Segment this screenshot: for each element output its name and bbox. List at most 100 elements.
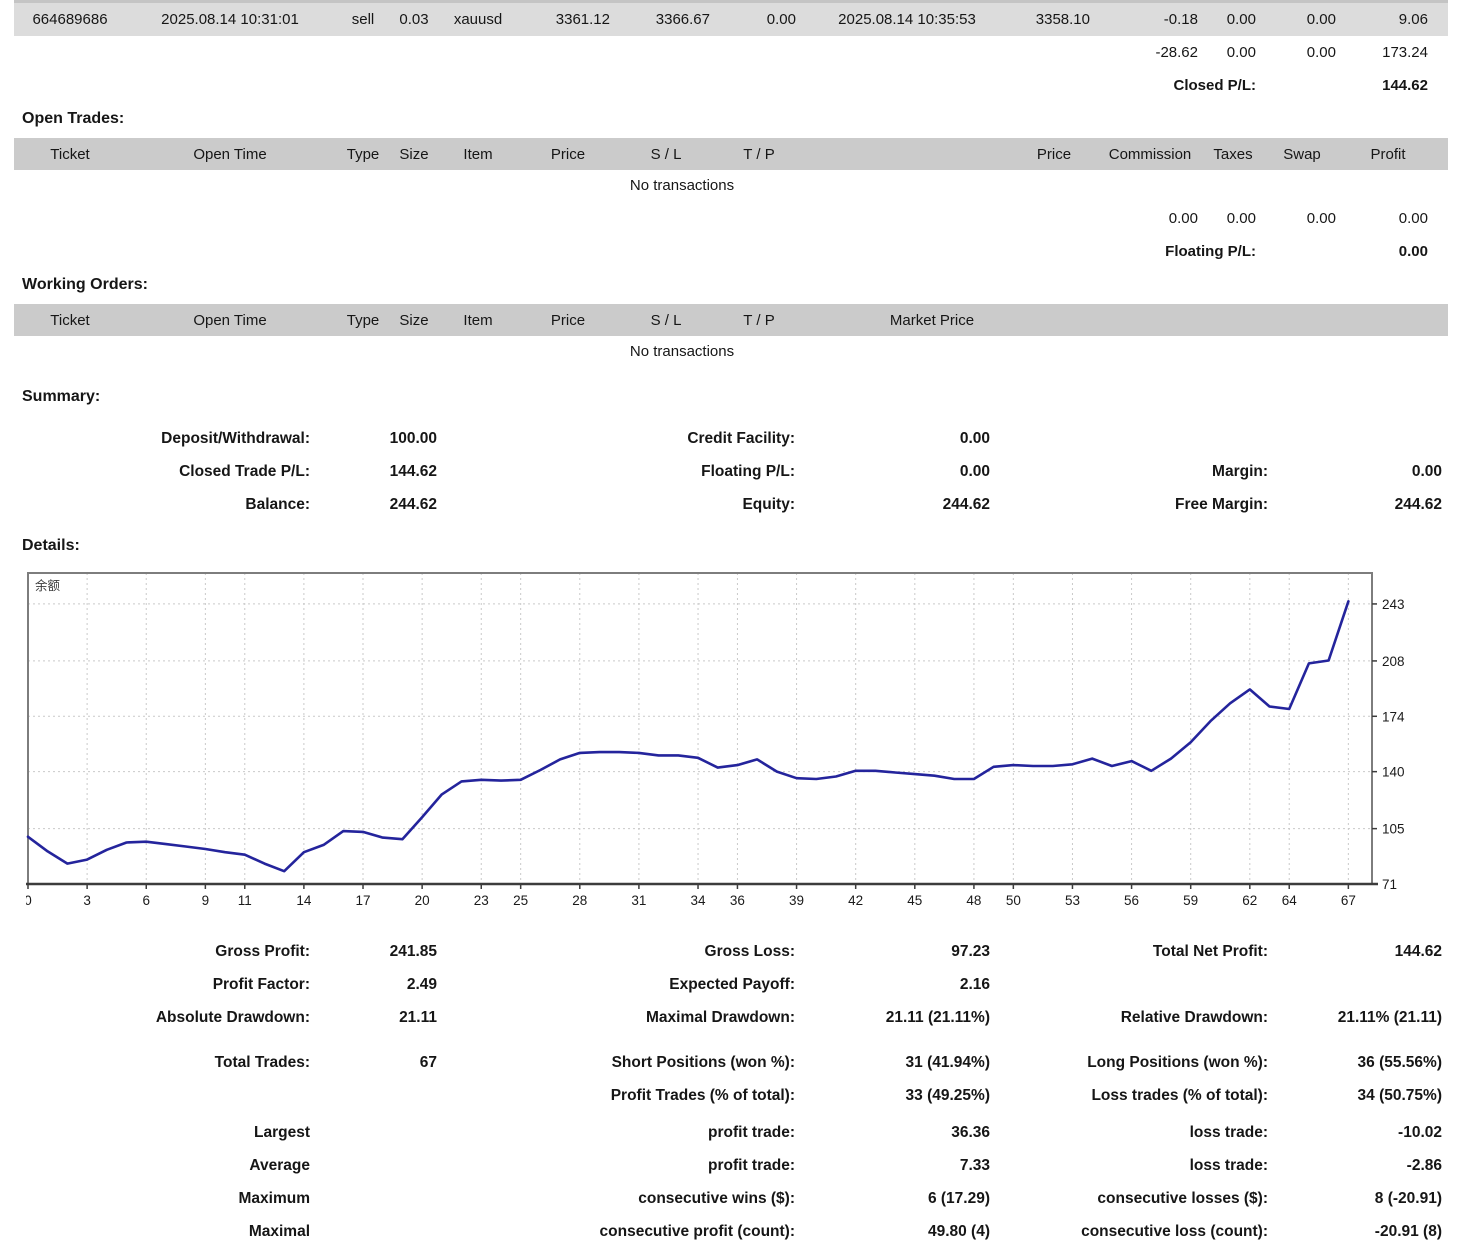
ticket-cell: 664689686 [32, 11, 108, 28]
label: Maximum [238, 1189, 311, 1207]
close-price-cell: 3358.10 [1035, 11, 1090, 28]
svg-text:11: 11 [238, 893, 252, 908]
svg-text:28: 28 [572, 893, 587, 908]
label: loss trade: [1189, 1123, 1268, 1141]
svg-text:50: 50 [1006, 893, 1021, 908]
svg-text:34: 34 [691, 893, 707, 908]
col-tp: T / P [743, 311, 775, 329]
closed-totals-row: -28.62 0.00 0.00 173.24 [14, 36, 1448, 69]
summary-row: Deposit/Withdrawal: 100.00 Credit Facili… [0, 422, 1442, 455]
label: Closed Trade P/L: [179, 462, 310, 480]
open-total-swap: 0.00 [1306, 210, 1336, 227]
summary-row: Balance: 244.62 Equity: 244.62 Free Marg… [0, 488, 1442, 521]
label: Floating P/L: [701, 462, 795, 480]
summary-row: Closed Trade P/L: 144.62 Floating P/L: 0… [0, 455, 1442, 488]
sl-cell: 3366.67 [655, 11, 710, 28]
label: Largest [254, 1123, 310, 1141]
svg-text:71: 71 [1382, 877, 1397, 892]
svg-text:25: 25 [513, 893, 528, 908]
svg-text:174: 174 [1382, 709, 1405, 724]
svg-text:23: 23 [474, 893, 489, 908]
value: 244.62 [942, 495, 990, 513]
stats-row: Total Trades: 67 Short Positions (won %)… [0, 1046, 1442, 1079]
stats-block-2: Total Trades: 67 Short Positions (won %)… [0, 1046, 1442, 1112]
label: Gross Loss: [704, 942, 795, 960]
value: 34 (50.75%) [1357, 1086, 1442, 1104]
label: Deposit/Withdrawal: [161, 429, 310, 447]
col-price: Price [550, 311, 586, 329]
stats-block-3: Largest profit trade: 36.36 loss trade: … [0, 1116, 1443, 1248]
svg-text:45: 45 [907, 893, 922, 908]
col-price: Price [550, 145, 586, 163]
working-orders-title: Working Orders: [22, 276, 148, 293]
summary-grid: Deposit/Withdrawal: 100.00 Credit Facili… [0, 422, 1442, 521]
col-swap: Swap [1283, 145, 1321, 163]
col-profit: Profit [1370, 145, 1406, 163]
open-trades-header-row: Ticket Open Time Type Size Item Price S … [14, 138, 1448, 170]
label: consecutive loss (count): [1081, 1222, 1268, 1240]
floating-pl-value: 0.00 [1398, 243, 1428, 260]
svg-text:3: 3 [83, 893, 91, 908]
item-cell: xauusd [453, 11, 503, 28]
closed-pl-label: Closed P/L: [1173, 77, 1256, 94]
col-taxes: Taxes [1213, 145, 1253, 163]
value: 100.00 [389, 429, 437, 447]
label: profit trade: [708, 1123, 795, 1141]
total-swap: 0.00 [1306, 44, 1336, 61]
label: Average [249, 1156, 310, 1174]
taxes-cell: 0.00 [1226, 11, 1256, 28]
open-total-taxes: 0.00 [1226, 210, 1256, 227]
open-total-profit: 0.00 [1398, 210, 1428, 227]
svg-text:31: 31 [631, 893, 646, 908]
value: 33 (49.25%) [905, 1086, 990, 1104]
value: -10.02 [1398, 1123, 1442, 1141]
svg-text:余额: 余额 [35, 578, 61, 593]
col-ticket: Ticket [50, 311, 90, 329]
balance-chart-svg: 0 3 6 9 11 14 17 20 23 25 28 31 34 36 39 42 45 48 50 53 56 59… [24, 572, 1405, 908]
label: Relative Drawdown: [1120, 1008, 1268, 1026]
label: consecutive wins ($): [638, 1189, 795, 1207]
open-total-commission: 0.00 [1168, 210, 1198, 227]
col-type: Type [346, 145, 380, 163]
svg-text:9: 9 [202, 893, 210, 908]
value: 97.23 [951, 942, 990, 960]
value: -20.91 (8) [1374, 1222, 1442, 1240]
col-open-time: Open Time [193, 145, 267, 163]
stats-block-1: Gross Profit: 241.85 Gross Loss: 97.23 T… [0, 935, 1442, 1034]
col-item: Item [463, 145, 493, 163]
svg-text:42: 42 [848, 893, 863, 908]
svg-text:53: 53 [1065, 893, 1080, 908]
stats-row: Average profit trade: 7.33 loss trade: -… [0, 1149, 1442, 1182]
label: Profit Factor: [212, 975, 310, 993]
col-size: Size [399, 145, 429, 163]
svg-text:39: 39 [789, 893, 804, 908]
closed-pl-value: 144.62 [1382, 77, 1428, 94]
svg-text:36: 36 [730, 893, 745, 908]
label: Loss trades (% of total): [1091, 1086, 1268, 1104]
profit-cell: 9.06 [1398, 11, 1428, 28]
value: 0.00 [959, 429, 990, 447]
value: 7.33 [959, 1156, 990, 1174]
value: 49.80 (4) [927, 1222, 990, 1240]
stats-row: Absolute Drawdown: 21.11 Maximal Drawdow… [0, 1001, 1442, 1034]
svg-text:56: 56 [1124, 893, 1139, 908]
stats-row: Gross Profit: 241.85 Gross Loss: 97.23 T… [0, 935, 1442, 968]
working-orders-table: Ticket Open Time Type Size Item Price S … [14, 304, 1448, 368]
col-tp: T / P [743, 145, 775, 163]
close-time-cell: 2025.08.14 10:35:53 [838, 11, 976, 28]
floating-pl-row: Floating P/L: 0.00 [14, 235, 1448, 268]
label: Free Margin: [1174, 495, 1268, 513]
col-sl: S / L [650, 311, 682, 329]
tp-cell: 0.00 [766, 11, 796, 28]
open-time-cell: 2025.08.14 10:31:01 [161, 11, 299, 28]
value: 21.11 [399, 1008, 437, 1026]
value: 6 (17.29) [927, 1189, 990, 1207]
value: 21.11% (21.11) [1337, 1008, 1442, 1026]
label: consecutive losses ($): [1097, 1189, 1268, 1207]
svg-text:62: 62 [1242, 893, 1257, 908]
total-profit: 173.24 [1382, 44, 1428, 61]
total-taxes: 0.00 [1226, 44, 1256, 61]
swap-cell: 0.00 [1306, 11, 1336, 28]
closed-pl-row: Closed P/L: 144.62 [14, 69, 1448, 102]
col-open-time: Open Time [193, 311, 267, 329]
